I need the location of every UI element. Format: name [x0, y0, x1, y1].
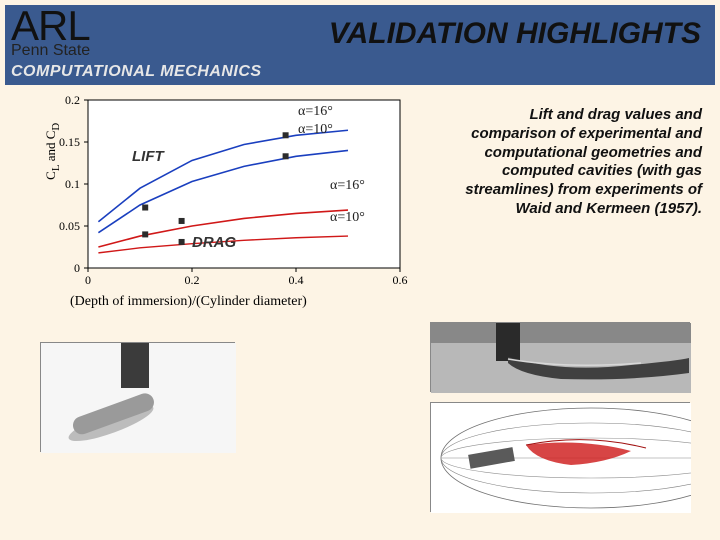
annot-a10-top: α=10° [298, 122, 333, 138]
x-axis-label: (Depth of immersion)/(Cylinder diameter) [70, 294, 307, 310]
svg-text:0: 0 [74, 261, 80, 275]
svg-text:0.05: 0.05 [59, 219, 80, 233]
label-lift: LIFT [132, 148, 164, 165]
thumb-topright-svg [431, 323, 691, 393]
header-bar: ARL Penn State COMPUTATIONAL MECHANICS V… [5, 5, 715, 85]
body-text: Lift and drag values and comparison of e… [452, 106, 702, 219]
logo-block: ARL Penn State [5, 5, 120, 60]
svg-text:0.2: 0.2 [185, 273, 200, 287]
y-axis-label: CL and CD [43, 123, 62, 180]
header-subtitle: COMPUTATIONAL MECHANICS [11, 63, 262, 81]
svg-text:0.2: 0.2 [65, 93, 80, 107]
thumb-botright-streamlines [430, 402, 690, 512]
label-drag: DRAG [192, 234, 236, 251]
content-area: Lift and drag values and comparison of e… [10, 92, 710, 530]
svg-text:0.1: 0.1 [65, 177, 80, 191]
svg-text:0: 0 [85, 273, 91, 287]
logo-arl: ARL [11, 7, 120, 45]
slide-title: VALIDATION HIGHLIGHTS [329, 17, 701, 51]
thumb-left-cylinder [40, 342, 235, 452]
svg-text:0.15: 0.15 [59, 135, 80, 149]
annot-a16-top: α=16° [298, 104, 333, 120]
svg-text:0.6: 0.6 [393, 273, 408, 287]
svg-text:0.4: 0.4 [289, 273, 304, 287]
thumb-left-svg [41, 343, 236, 453]
annot-a10-mid: α=10° [330, 210, 365, 226]
logo-pennstate: Penn State [11, 42, 120, 60]
annot-a16-mid: α=16° [330, 178, 365, 194]
thumb-botright-svg [431, 403, 691, 513]
lift-drag-chart: 0 0.05 0.1 0.15 0.2 0 0.2 0.4 0.6 CL and CD LIFT… [40, 92, 410, 292]
thumb-topright-cavity [430, 322, 690, 392]
